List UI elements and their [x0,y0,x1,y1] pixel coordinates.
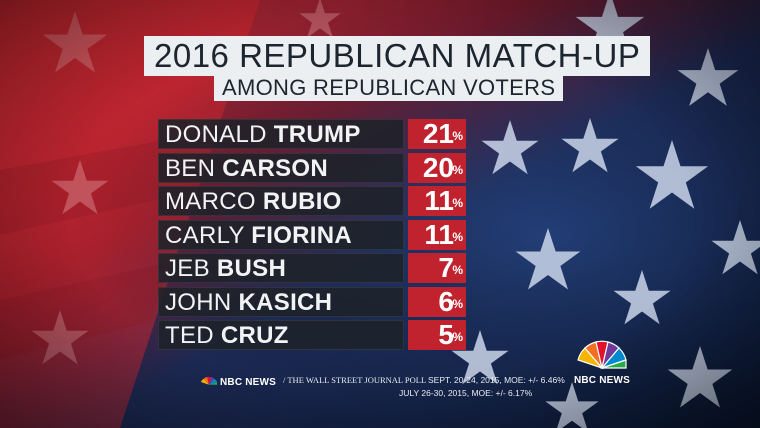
source-line-2: JULY 26-30, 2015, MOE: +/- 6.17% [399,388,533,398]
candidate-value-number: 20 [422,151,454,183]
candidate-value: 20% [408,151,466,183]
candidate-value: 6% [408,285,466,317]
nbc-watermark: NBC NEWS [572,338,632,386]
candidate-value-number: 7 [438,252,454,283]
candidate-value-number: 11 [424,218,454,250]
nbc-watermark-label: NBC NEWS [573,375,631,386]
percent-sign: % [452,330,463,344]
chart-subtitle-text: AMONG REPUBLICAN VOTERS [222,74,556,100]
candidate-value: 21% [408,119,466,149]
nbc-peacock-icon [577,340,627,370]
candidate-last-name: BUSH [216,255,287,282]
candidate-first-name: JEB [165,255,210,282]
source-separator: / [283,375,286,385]
candidate-name: DONALD TRUMP [158,119,404,149]
candidate-value-number: 5 [438,319,454,350]
candidate-first-name: BEN [165,154,216,182]
source-poll-name: THE WALL STREET JOURNAL POLL [287,375,426,385]
candidate-row: TED CRUZ 5% [158,320,466,350]
candidate-value-number: 11 [424,185,454,216]
candidate-last-name: RUBIO [262,188,342,215]
candidate-row: JEB BUSH 7% [158,253,466,283]
candidate-name: JOHN KASICH [158,286,404,317]
candidate-value: 7% [408,253,466,283]
chart-title-text: 2016 REPUBLICAN MATCH-UP [154,37,641,74]
nbc-peacock-icon [200,376,218,385]
percent-sign: % [452,196,463,210]
percent-sign: % [452,296,463,311]
candidate-name: BEN CARSON [158,152,404,183]
candidate-value: 11% [408,218,466,250]
chart-subtitle: AMONG REPUBLICAN VOTERS [214,74,564,101]
candidate-row: BEN CARSON 20% [158,151,466,183]
candidate-name: TED CRUZ [158,320,404,350]
candidate-last-name: CARSON [222,154,329,182]
percent-sign: % [452,162,463,177]
source-line-1: / THE WALL STREET JOURNAL POLL SEPT. 20-… [283,375,565,385]
candidate-value-number: 6 [438,285,454,317]
candidate-first-name: DONALD [165,121,267,148]
candidate-first-name: TED [165,322,214,349]
candidate-row: CARLY FIORINA 11% [158,218,466,250]
candidate-row: MARCO RUBIO 11% [158,186,466,216]
candidate-value: 11% [408,186,466,216]
source-dates-1: SEPT. 20-24, 2015, MOE: +/- 6.46% [428,375,565,385]
results-table: DONALD TRUMP 21% BEN CARSON 20% MARCO RUBIO 1… [158,119,466,354]
candidate-first-name: CARLY [165,221,245,249]
candidate-first-name: JOHN [165,288,232,316]
candidate-last-name: TRUMP [273,121,361,148]
candidate-name: JEB BUSH [158,253,404,283]
candidate-name: CARLY FIORINA [158,219,404,250]
percent-sign: % [452,229,463,244]
source-network-logo: NBC NEWS [200,376,276,388]
candidate-last-name: FIORINA [251,221,353,249]
percent-sign: % [452,129,463,143]
source-network-label: NBC NEWS [220,376,277,388]
percent-sign: % [452,263,463,277]
candidate-name: MARCO RUBIO [158,186,404,216]
candidate-last-name: KASICH [238,288,333,316]
candidate-value: 5% [408,320,466,350]
candidate-row: DONALD TRUMP 21% [158,119,466,149]
candidate-row: JOHN KASICH 6% [158,285,466,317]
chart-title: 2016 REPUBLICAN MATCH-UP [144,36,651,76]
candidate-first-name: MARCO [165,188,256,215]
candidate-last-name: CRUZ [220,322,289,349]
candidate-value-number: 21 [422,118,454,149]
